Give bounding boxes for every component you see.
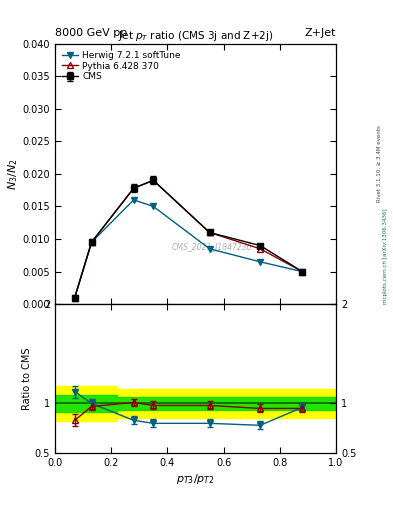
Text: Rivet 3.1.10, ≥ 3.4M events: Rivet 3.1.10, ≥ 3.4M events <box>377 125 382 202</box>
Text: mcplots.cern.ch [arXiv:1306.3436]: mcplots.cern.ch [arXiv:1306.3436] <box>384 208 388 304</box>
Pythia 6.428 370 <box>300 268 305 274</box>
Herwig 7.2.1 softTune <box>207 246 212 252</box>
Herwig 7.2.1 softTune <box>72 294 77 301</box>
Y-axis label: $N_3$/$N_2$: $N_3$/$N_2$ <box>6 158 20 190</box>
Text: CMS_2021_I1847230: CMS_2021_I1847230 <box>172 242 253 251</box>
Pythia 6.428 370 <box>207 229 212 236</box>
Line: Herwig 7.2.1 softTune: Herwig 7.2.1 softTune <box>72 197 305 301</box>
Herwig 7.2.1 softTune <box>131 197 136 203</box>
X-axis label: $p_{T3}/p_{T2}$: $p_{T3}/p_{T2}$ <box>176 472 215 486</box>
Title: Jet $p_T$ ratio (CMS 3j and Z+2j): Jet $p_T$ ratio (CMS 3j and Z+2j) <box>118 29 273 44</box>
Text: Z+Jet: Z+Jet <box>305 28 336 38</box>
Herwig 7.2.1 softTune <box>151 203 156 209</box>
Pythia 6.428 370 <box>72 294 77 301</box>
Herwig 7.2.1 softTune <box>258 259 263 265</box>
Herwig 7.2.1 softTune <box>89 239 94 245</box>
Herwig 7.2.1 softTune <box>300 268 305 274</box>
Pythia 6.428 370 <box>131 185 136 191</box>
Pythia 6.428 370 <box>258 246 263 252</box>
Legend: Herwig 7.2.1 softTune, Pythia 6.428 370, CMS: Herwig 7.2.1 softTune, Pythia 6.428 370,… <box>59 48 183 84</box>
Line: Pythia 6.428 370: Pythia 6.428 370 <box>72 178 305 301</box>
Text: 8000 GeV pp: 8000 GeV pp <box>55 28 127 38</box>
Y-axis label: Ratio to CMS: Ratio to CMS <box>22 348 32 410</box>
Pythia 6.428 370 <box>89 239 94 245</box>
Pythia 6.428 370 <box>151 177 156 183</box>
